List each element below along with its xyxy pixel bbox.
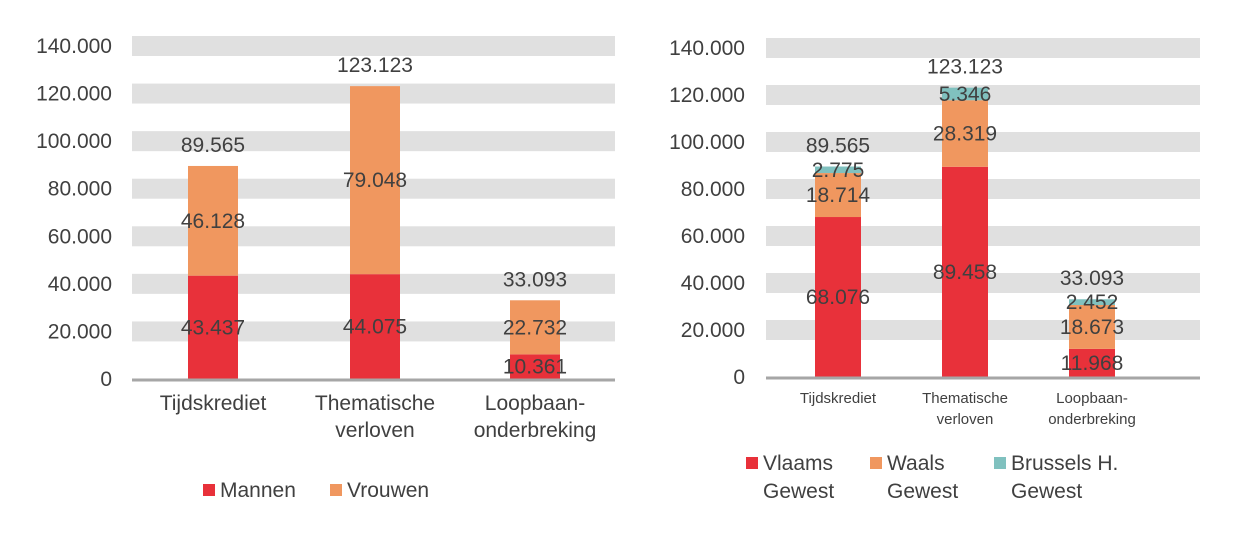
bar-segment xyxy=(815,173,861,218)
x-tick-label: onderbreking xyxy=(1048,411,1136,428)
legend-label: Brussels H. xyxy=(1011,452,1118,475)
y-tick-label: 140.000 xyxy=(669,37,745,60)
x-tick-label: onderbreking xyxy=(474,419,597,442)
x-tick-label: Loopbaan- xyxy=(1056,390,1128,407)
legend-swatch xyxy=(746,457,758,469)
data-label: 18.714 xyxy=(806,184,871,207)
x-tick-label: Tijdskrediet xyxy=(800,390,877,407)
bar-segment xyxy=(510,354,560,379)
chart-1: 0 20.000 40.000 60.000 80.000 100.000 120.000 1… xyxy=(36,35,615,502)
x-tick-label: Thematische xyxy=(922,390,1008,407)
legend-label: Vrouwen xyxy=(347,479,429,502)
legend-label: Gewest xyxy=(763,480,834,503)
x-tick-label: verloven xyxy=(937,411,994,428)
x-tick-label: verloven xyxy=(335,419,414,442)
bar-segment xyxy=(942,100,988,167)
data-label: 2.775 xyxy=(812,159,865,182)
y-tick-label: 60.000 xyxy=(48,225,112,248)
y-tick-label: 80.000 xyxy=(681,178,745,201)
y-tick-label: 0 xyxy=(733,366,745,389)
y-tick-label: 100.000 xyxy=(36,130,112,153)
chart-2: 0 20.000 40.000 60.000 80.000 100.000 120.000 1… xyxy=(669,37,1200,503)
gridline xyxy=(766,38,1200,58)
data-label: 10.361 xyxy=(503,356,567,379)
bar-segment xyxy=(188,165,238,276)
y-tick-label: 140.000 xyxy=(36,35,112,58)
bar-segment xyxy=(815,217,861,377)
y-tick-label: 80.000 xyxy=(48,178,112,201)
bar-segment xyxy=(510,300,560,355)
legend-label: Gewest xyxy=(887,480,958,503)
data-label: 5.346 xyxy=(939,83,992,106)
y-tick-label: 60.000 xyxy=(681,225,745,248)
bar-segment xyxy=(1069,304,1115,349)
y-tick-label: 120.000 xyxy=(36,83,112,106)
y-tick-label: 100.000 xyxy=(669,131,745,154)
total-label: 123.123 xyxy=(337,54,413,77)
y-tick-label: 40.000 xyxy=(681,272,745,295)
bar-segment xyxy=(350,274,400,379)
data-label: 89.458 xyxy=(933,261,997,284)
legend-swatch xyxy=(870,457,882,469)
data-label: 2.452 xyxy=(1066,291,1119,314)
data-label: 11.968 xyxy=(1061,352,1124,375)
y-tick-label: 0 xyxy=(100,368,112,391)
data-label: 68.076 xyxy=(806,286,870,309)
bar-segment xyxy=(815,166,861,174)
data-label: 22.732 xyxy=(503,316,567,339)
total-label: 33.093 xyxy=(1060,267,1124,290)
legend-label: Vlaams xyxy=(763,452,833,475)
data-label: 43.437 xyxy=(181,316,245,339)
data-label: 18.673 xyxy=(1060,316,1124,339)
data-label: 28.319 xyxy=(933,122,997,145)
bar-segment xyxy=(942,87,988,101)
bar-segment xyxy=(188,275,238,379)
legend-swatch xyxy=(203,484,215,496)
y-tick-label: 20.000 xyxy=(48,320,112,343)
bar-segment xyxy=(942,166,988,377)
legend-swatch xyxy=(994,457,1006,469)
total-label: 123.123 xyxy=(927,56,1003,79)
total-label: 89.565 xyxy=(181,134,245,157)
y-tick-label: 20.000 xyxy=(681,319,745,342)
bar-segment xyxy=(350,86,400,275)
y-tick-label: 120.000 xyxy=(669,84,745,107)
legend-label: Mannen xyxy=(220,479,296,502)
data-label: 46.128 xyxy=(181,210,245,233)
y-tick-label: 40.000 xyxy=(48,273,112,296)
legend-swatch xyxy=(330,484,342,496)
legend-label: Gewest xyxy=(1011,480,1082,503)
total-label: 33.093 xyxy=(503,268,567,291)
total-label: 89.565 xyxy=(806,135,870,158)
data-label: 44.075 xyxy=(343,316,407,339)
bar-segment xyxy=(1069,299,1115,305)
x-tick-label: Loopbaan- xyxy=(485,392,585,415)
x-tick-label: Tijdskrediet xyxy=(160,392,267,415)
bar-segment xyxy=(1069,348,1115,377)
x-tick-label: Thematische xyxy=(315,392,435,415)
legend-label: Waals xyxy=(887,452,945,475)
gridline xyxy=(132,36,615,56)
data-label: 79.048 xyxy=(343,169,407,192)
